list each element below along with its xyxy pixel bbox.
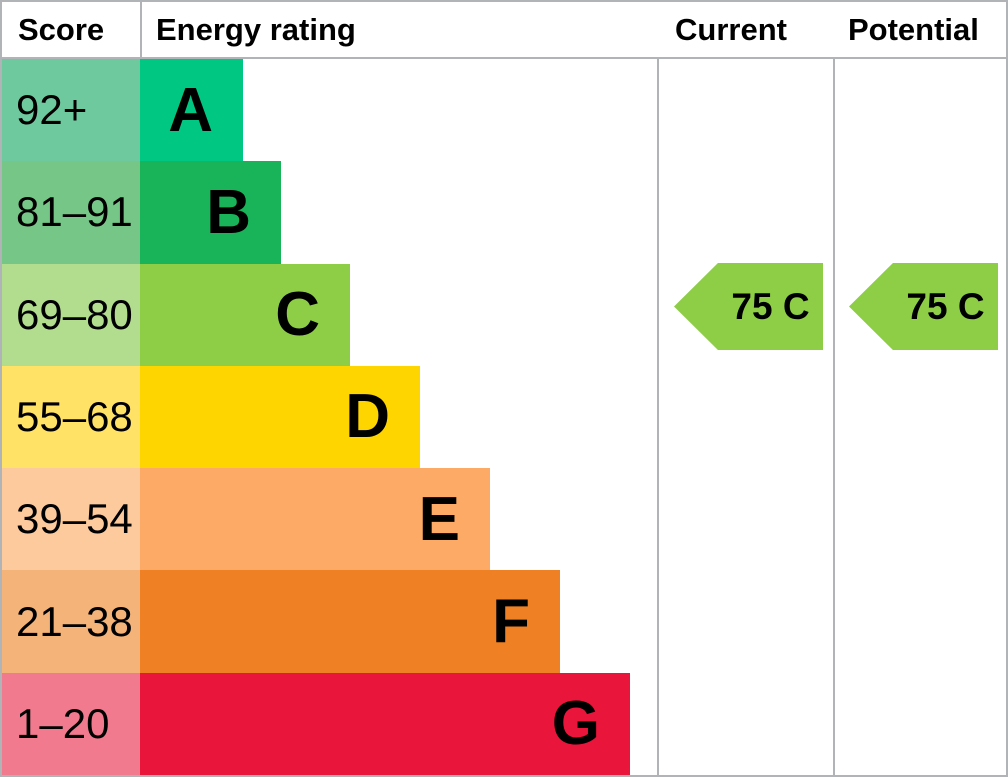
band-score-a: 92+ [2, 59, 140, 162]
band-bar-f: F [140, 570, 560, 673]
band-letter-a: A [168, 75, 213, 145]
band-letter-e: E [418, 484, 460, 554]
band-letter-b: B [206, 177, 251, 247]
band-row-a: 92+ A [2, 59, 1006, 162]
band-letter-f: F [492, 587, 530, 657]
band-bar-b: B [140, 161, 281, 264]
band-row-b: 81–91 B [2, 161, 1006, 264]
band-score-f: 21–38 [2, 570, 140, 673]
band-row-d: 55–68 D [2, 365, 1006, 469]
potential-column-header: Potential [848, 11, 979, 47]
band-letter-g: G [551, 689, 600, 759]
band-rows: 92+ A 81–91 B 69–80 C 55–68 D 39–54 E 21… [2, 59, 1006, 775]
band-letter-d: D [345, 382, 390, 452]
band-row-c: 69–80 C [2, 263, 1006, 366]
chart-header: Score Energy rating Current Potential [2, 2, 1006, 59]
band-row-g: 1–20 G [2, 672, 1006, 775]
score-column-header: Score [18, 11, 105, 47]
score-column-divider [140, 2, 142, 57]
band-bar-e: E [140, 468, 490, 571]
band-bar-d: D [140, 365, 420, 469]
potential-rating-value: 75 C [906, 285, 985, 327]
band-row-e: 39–54 E [2, 468, 1006, 571]
band-score-c: 69–80 [2, 263, 140, 366]
band-bar-g: G [140, 672, 630, 775]
current-rating-value: 75 C [731, 285, 810, 327]
band-score-d: 55–68 [2, 365, 140, 469]
band-bar-a: A [140, 59, 243, 162]
band-score-b: 81–91 [2, 161, 140, 264]
current-column-header: Current [675, 11, 787, 47]
band-score-e: 39–54 [2, 468, 140, 571]
energy-rating-column-header: Energy rating [156, 11, 356, 47]
potential-column-divider [833, 2, 835, 775]
current-column-divider [657, 2, 659, 775]
band-score-g: 1–20 [2, 672, 140, 775]
band-row-f: 21–38 F [2, 570, 1006, 673]
band-bar-c: C [140, 263, 350, 366]
band-letter-c: C [275, 280, 320, 350]
